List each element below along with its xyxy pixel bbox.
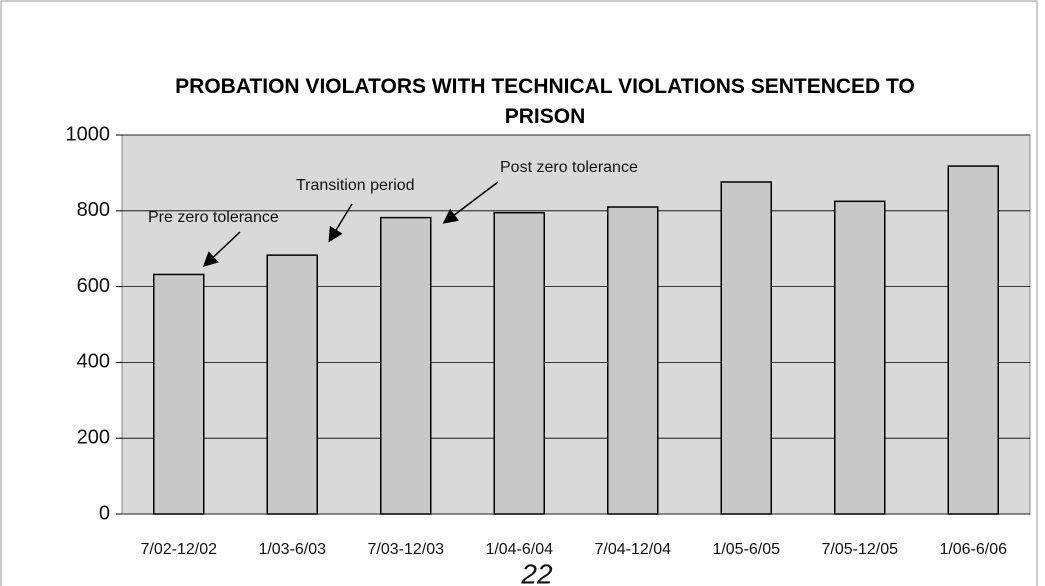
bar xyxy=(153,273,205,515)
chart-title: PROBATION VIOLATORS WITH TECHNICAL VIOLA… xyxy=(175,75,915,128)
x-tick-label: 7/04-12/04 xyxy=(594,541,671,558)
bar xyxy=(720,181,772,515)
y-tick-label: 400 xyxy=(77,351,110,373)
x-tick-label: 1/06-6/06 xyxy=(939,541,1007,558)
y-tick-label: 200 xyxy=(77,426,110,448)
bar xyxy=(493,211,545,515)
x-tick-label: 7/05-12/05 xyxy=(821,541,898,558)
bar xyxy=(834,200,886,515)
x-tick-label: 1/03-6/03 xyxy=(258,541,326,558)
y-tick-label: 0 xyxy=(99,502,110,524)
y-tick-label: 800 xyxy=(77,199,110,221)
x-tick-label: 7/02-12/02 xyxy=(140,541,217,558)
x-tick-label: 7/03-12/03 xyxy=(367,541,444,558)
y-tick-label: 1000 xyxy=(66,123,111,145)
bar xyxy=(607,206,659,515)
annotation: Pre zero tolerance xyxy=(148,209,279,226)
annotation-arrow xyxy=(328,203,353,243)
annotation: Transition period xyxy=(296,177,415,194)
bar xyxy=(380,216,432,515)
y-tick-label: 600 xyxy=(77,275,110,297)
annotation-arrow xyxy=(442,181,499,224)
plot-area xyxy=(121,134,1031,515)
x-tick-label: 1/04-6/04 xyxy=(485,541,553,558)
annotation: Post zero tolerance xyxy=(500,159,638,176)
x-tick-label: 1/05-6/05 xyxy=(712,541,780,558)
bar xyxy=(947,165,999,515)
annotation-arrow xyxy=(202,231,241,268)
page-number: 22 xyxy=(520,558,553,586)
bar xyxy=(266,254,318,515)
